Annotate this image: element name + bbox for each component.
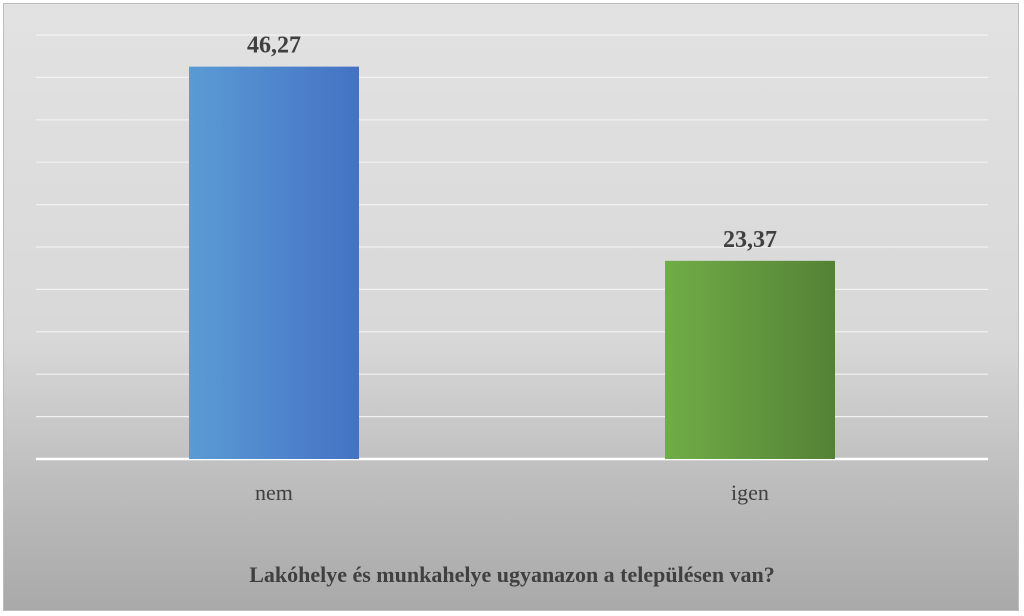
gridlines	[36, 34, 988, 461]
value-label-igen: 23,37	[723, 227, 777, 253]
bar-igen	[665, 260, 835, 459]
category-label-igen: igen	[731, 480, 769, 505]
x-axis-title: Lakóhelye és munkahelye ugyanazon a tele…	[249, 562, 775, 587]
bars	[189, 66, 835, 459]
value-labels: 46,27 23,37	[247, 33, 777, 253]
category-label-nem: nem	[255, 480, 293, 505]
chart-area	[3, 3, 1019, 611]
bar-nem	[189, 66, 359, 459]
category-labels: nem igen	[255, 480, 769, 505]
value-label-nem: 46,27	[247, 33, 301, 59]
